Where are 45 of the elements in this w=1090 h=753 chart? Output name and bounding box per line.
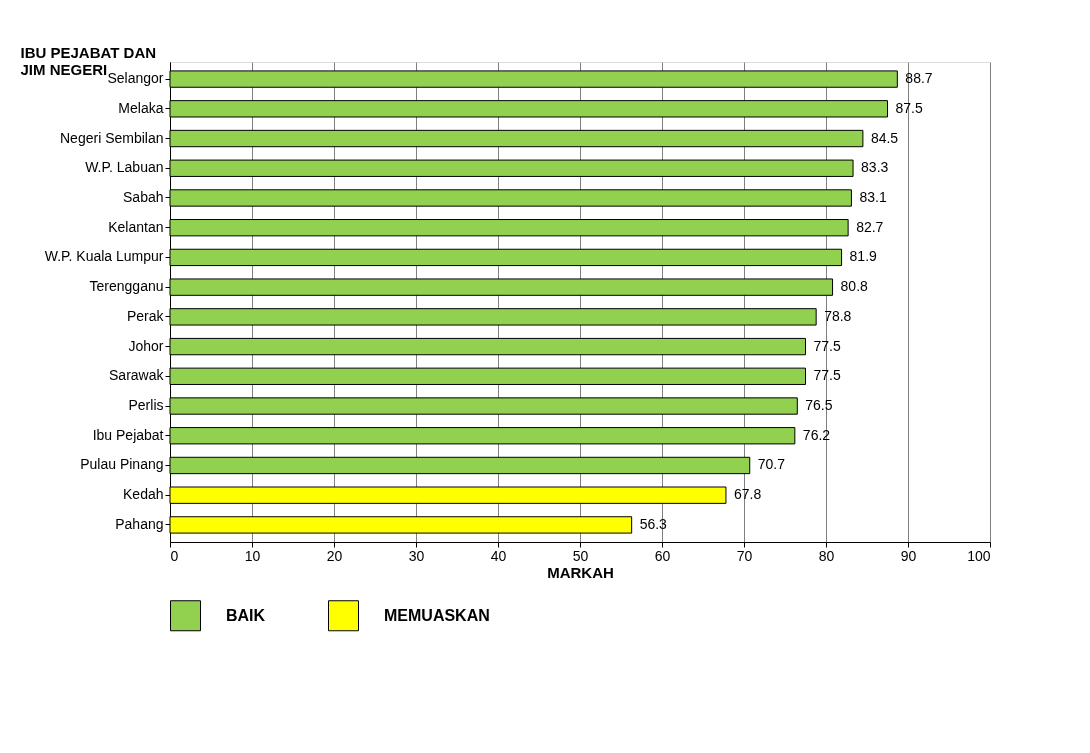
data-label: 76.5 [805, 397, 833, 414]
y-tick-label: Sabah [123, 188, 164, 205]
data-label: 78.8 [824, 307, 852, 324]
x-tick-label: 70 [736, 547, 753, 564]
y-tick-label: Kedah [123, 486, 164, 503]
y-tick-label: Ibu Pejabat [92, 426, 164, 443]
data-label: 77.5 [813, 337, 841, 354]
y-tick-label: Terengganu [89, 278, 164, 295]
x-tick-label: 50 [572, 547, 589, 564]
x-tick-label: 20 [326, 547, 343, 564]
y-tick-label: W.P. Labuan [85, 159, 164, 176]
y-tick-label: Johor [128, 337, 164, 354]
legend-label: MEMUASKAN [384, 606, 490, 624]
data-label: 87.5 [895, 99, 923, 116]
x-tick-label: 90 [900, 547, 917, 564]
data-label: 56.3 [639, 515, 668, 532]
y-tick-label: Pulau Pinang [80, 456, 164, 473]
y-tick-label: Negeri Sembilan [60, 129, 164, 146]
data-label: 77.5 [813, 367, 841, 384]
y-tick-label: Melaka [118, 99, 164, 116]
legend-label: BAIK [226, 606, 266, 624]
data-label: 88.7 [905, 70, 933, 87]
x-tick-label: 100 [967, 547, 991, 564]
data-label: 81.9 [849, 248, 878, 265]
data-label: 70.7 [757, 456, 786, 473]
y-tick-label: Sarawak [109, 367, 165, 384]
x-tick-label: 0 [170, 547, 179, 564]
x-tick-label: 60 [654, 547, 671, 564]
y-tick-label: Pahang [115, 515, 164, 532]
x-tick-label: 10 [244, 547, 261, 564]
y-tick-label: Perak [126, 307, 165, 324]
data-label: 67.8 [733, 486, 762, 503]
y-tick-label: Kelantan [108, 218, 164, 235]
data-label: 83.3 [861, 159, 889, 176]
data-label: 76.2 [802, 426, 831, 443]
x-tick-label: 40 [490, 547, 507, 564]
x-tick-label: 30 [408, 547, 425, 564]
data-label: 83.1 [859, 188, 887, 205]
x-tick-label: 80 [818, 547, 835, 564]
y-tick-label: Perlis [128, 397, 164, 414]
data-label: 80.8 [840, 278, 869, 295]
data-label: 82.7 [856, 218, 884, 235]
x-axis-title: MARKAH [547, 563, 614, 581]
data-label: 84.5 [870, 129, 899, 146]
y-tick-label: W.P. Kuala Lumpur [44, 248, 164, 265]
